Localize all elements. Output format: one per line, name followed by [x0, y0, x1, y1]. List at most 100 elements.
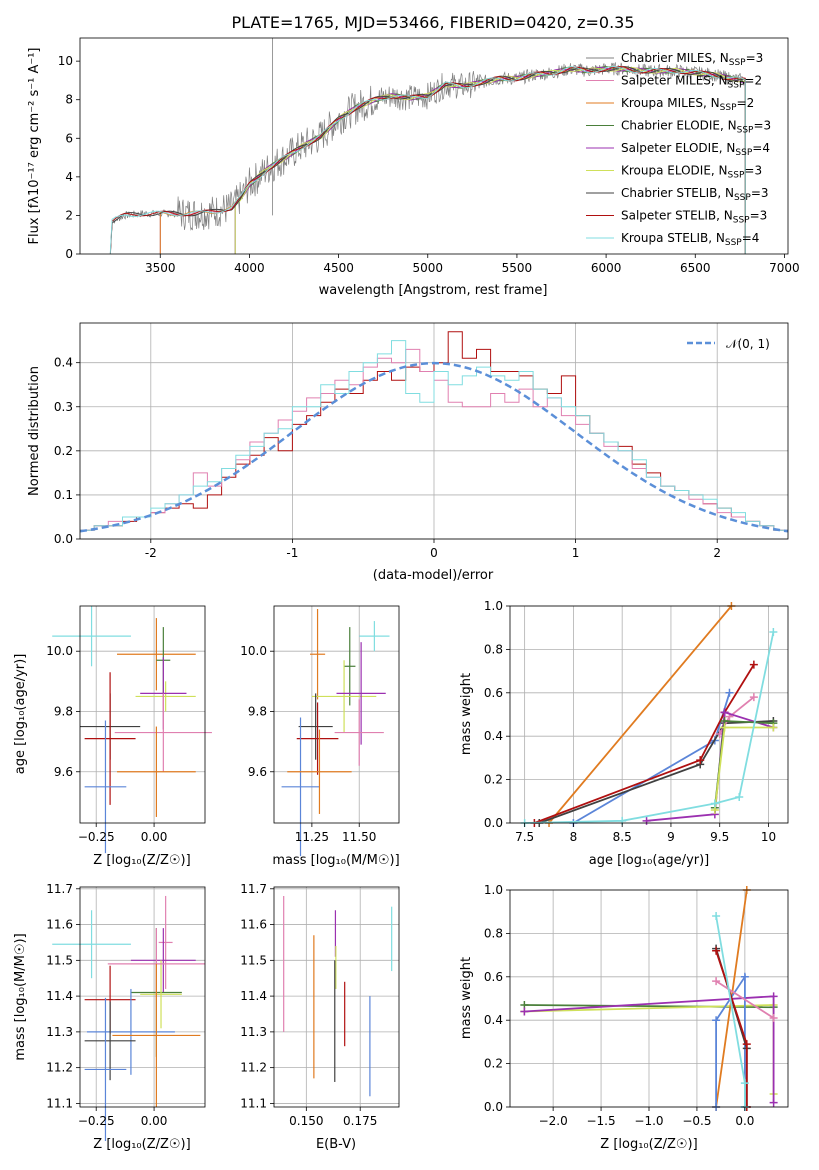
x-tick-label: 0.175 — [343, 1114, 377, 1128]
legend-label-main: Kroupa ELODIE, N — [621, 164, 728, 178]
legend-label-tail: =3 — [744, 164, 762, 178]
model-spectrum-line — [109, 66, 746, 254]
x-tick-label: 4500 — [323, 261, 354, 275]
residuals-xlabel: (data-model)/error — [373, 568, 494, 583]
x-tick-label: 9 — [667, 830, 675, 844]
normal-legend-label: 𝒩(0, 1) — [726, 337, 770, 351]
series-line — [715, 980, 775, 1019]
mass-vs-z-ylabel: mass [log₁₀(M/M☉)] — [13, 933, 28, 1060]
x-tick-label: 11.25 — [295, 830, 329, 844]
legend-label-tail: =3 — [753, 119, 771, 133]
age-vs-z-ylabel: age [log₁₀(age/yr)] — [13, 654, 28, 775]
figure-title: PLATE=1765, MJD=53466, FIBERID=0420, z=0… — [231, 13, 634, 32]
legend-label-tail: =2 — [737, 96, 755, 110]
x-tick-label: 8 — [570, 830, 578, 844]
y-tick-label: 11.6 — [240, 918, 267, 932]
residuals-panel: -2 -1 0 1 2 0.0 0.1 0.2 0.3 0.4 (data-model)/erro… — [27, 322, 789, 583]
y-tick-label: 0.1 — [54, 488, 73, 502]
series-marker — [712, 977, 721, 986]
residuals-ylabel: Normed distribution — [27, 366, 42, 496]
y-tick-label: 11.7 — [46, 882, 73, 896]
x-tick-label: 0 — [430, 546, 438, 560]
legend-label-tail: =3 — [750, 209, 768, 223]
y-tick-label: 11.6 — [46, 918, 73, 932]
legend-label: Salpeter STELIB, NSSP=3 — [621, 209, 767, 226]
legend-label-tail: =4 — [742, 231, 760, 245]
series-marker — [769, 1098, 778, 1107]
y-tick-label: 0.8 — [484, 642, 503, 656]
series-marker — [720, 723, 729, 732]
spectrum-marks — [109, 38, 746, 254]
y-tick-label: 0.2 — [54, 444, 73, 458]
series-marker — [740, 972, 749, 981]
y-tick-label: 11.2 — [46, 1061, 73, 1075]
series-marker — [710, 799, 719, 808]
series-line — [534, 664, 755, 824]
residuals-lines — [80, 331, 788, 533]
legend-label-tail: =3 — [751, 186, 769, 200]
x-tick-label: 8.5 — [613, 830, 632, 844]
x-tick-label: 4000 — [234, 261, 265, 275]
y-tick-label: 11.1 — [46, 1096, 73, 1110]
legend-label-sub: SSP — [729, 58, 746, 68]
series-marker — [769, 1014, 778, 1023]
x-tick-label: 0.0 — [735, 1114, 754, 1128]
legend-label: Kroupa STELIB, NSSP=4 — [621, 231, 759, 248]
y-tick-label: 11.1 — [240, 1096, 267, 1110]
mass-vs-ebv-panel: 0.150 0.175 11.1 11.2 11.3 11.4 11.5 11.6 11.7 E… — [240, 882, 400, 1152]
legend-label-main: Kroupa MILES, N — [621, 96, 720, 110]
legend-label-main: Salpeter ELODIE, N — [621, 141, 735, 155]
y-tick-label: 11.3 — [46, 1025, 73, 1039]
y-tick-label: 0.6 — [484, 686, 503, 700]
spectrum-panel: 3500 4000 4500 5000 5500 6000 6500 70000246810 … — [27, 37, 800, 298]
spectrum-lines — [109, 38, 746, 254]
series-marker — [749, 660, 758, 669]
mass-weight-vs-age-xlabel: age [log₁₀(age/yr)] — [589, 853, 710, 868]
x-tick-label: 6000 — [591, 261, 622, 275]
series-marker — [642, 816, 651, 825]
series-marker — [742, 1040, 751, 1049]
legend-label-main: Chabrier STELIB, N — [621, 186, 734, 200]
y-tick-label: 0.2 — [484, 1057, 503, 1071]
y-tick-label: 11.7 — [240, 882, 267, 896]
mass-vs-z-panel: −0.25 0.00 11.1 11.2 11.3 11.4 11.5 11.6 11.7 Z … — [13, 882, 206, 1152]
x-tick-label: 0.150 — [289, 1114, 323, 1128]
y-tick-label: 9.6 — [54, 765, 73, 779]
series-marker — [712, 946, 721, 955]
x-tick-label: 0.00 — [141, 830, 168, 844]
y-tick-label: 4 — [65, 170, 73, 184]
y-tick-label: 11.3 — [240, 1025, 267, 1039]
x-tick-label: 7.5 — [515, 830, 534, 844]
age-vs-mass-panel: 11.25 11.50 9.6 9.8 10.0 mass [log₁₀(M/M☉)] — [240, 605, 400, 868]
mass-vs-z-xlabel: Z [log₁₀(Z/Z☉)] — [93, 1137, 190, 1152]
y-tick-label: 0.6 — [484, 970, 503, 984]
series-marker — [749, 693, 758, 702]
histogram-step-line — [80, 340, 788, 531]
mass-weight-vs-z-xlabel: Z [log₁₀(Z/Z☉)] — [600, 1137, 697, 1152]
legend-label: Salpeter MILES, NSSP=2 — [621, 74, 762, 91]
y-tick-label: 0 — [65, 247, 73, 261]
legend-label-main: Kroupa STELIB, N — [621, 231, 725, 245]
age-vs-z-xlabel: Z [log₁₀(Z/Z☉)] — [93, 853, 190, 868]
y-tick-label: 0.8 — [484, 926, 503, 940]
normal-curve-line — [80, 361, 788, 533]
y-tick-label: 0.4 — [54, 356, 73, 370]
y-tick-label: 1.0 — [484, 883, 503, 897]
series-line — [548, 605, 733, 824]
legend-label-main: Salpeter MILES, N — [621, 74, 728, 88]
legend-label: Salpeter ELODIE, NSSP=4 — [621, 141, 770, 158]
model-spectrum-line — [109, 66, 746, 254]
x-tick-label: −1.5 — [586, 1114, 615, 1128]
y-tick-label: 0.4 — [484, 1013, 503, 1027]
x-tick-label: 10 — [761, 830, 776, 844]
legend-label-main: Chabrier ELODIE, N — [621, 119, 737, 133]
mass-weight-vs-age-panel: 7.5 8 8.5 9 9.5 10 0.0 0.2 0.4 0.6 0.8 1.0 age [log… — [459, 599, 789, 868]
legend-label-sub: SSP — [734, 193, 751, 203]
series-marker — [720, 708, 729, 717]
legend-label-sub: SSP — [725, 238, 742, 248]
legend-label-tail: =2 — [744, 74, 762, 88]
legend-label: Chabrier MILES, NSSP=3 — [621, 51, 763, 68]
x-tick-label: 7000 — [769, 261, 800, 275]
y-tick-label: 0.2 — [484, 773, 503, 787]
